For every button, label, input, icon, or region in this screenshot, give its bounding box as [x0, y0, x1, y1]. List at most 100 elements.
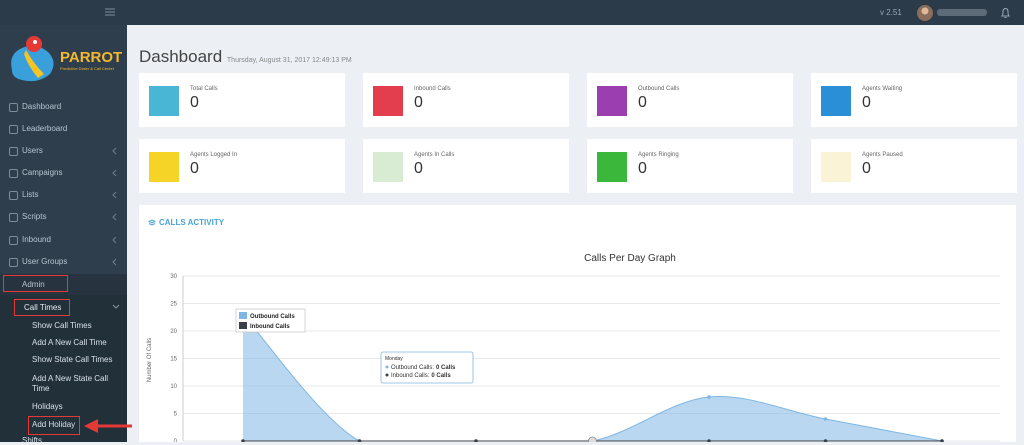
menu-icon: [9, 213, 18, 222]
menu-item[interactable]: Dashboard: [22, 102, 62, 111]
tooltip-label: Inbound Calls:: [391, 373, 430, 379]
card-value: 0: [638, 94, 647, 111]
data-point: [707, 395, 711, 399]
card-icon: [597, 152, 627, 182]
page-subtitle: Thursday, August 31, 2017 12:49:13 PM: [226, 57, 352, 64]
tooltip-dot: [385, 373, 389, 377]
data-point: [357, 439, 362, 442]
card-value: 0: [638, 160, 647, 177]
chevron: [112, 236, 117, 244]
menu-item[interactable]: Scripts: [22, 212, 47, 221]
notifications[interactable]: [1000, 7, 1011, 19]
submenu-item[interactable]: Add A New Call Time: [32, 338, 107, 347]
avatar[interactable]: [916, 4, 934, 22]
stat-card: Inbound Calls 0: [363, 73, 569, 127]
username-blurred: [937, 9, 987, 16]
menu-item[interactable]: Lists: [22, 190, 39, 199]
chevron: [112, 191, 117, 199]
submenu: [0, 295, 127, 442]
card-value: 0: [190, 160, 199, 177]
data-point: [823, 439, 828, 442]
data-point: [474, 439, 478, 442]
menu-item[interactable]: Campaigns: [22, 168, 63, 177]
stat-card: Agents Logged In 0: [139, 139, 345, 193]
menu-item[interactable]: User Groups: [22, 257, 68, 266]
card-label: Outbound Calls: [638, 86, 680, 92]
submenu-item[interactable]: Holidays: [32, 402, 63, 411]
submenu-item[interactable]: Show Call Times: [32, 321, 92, 330]
card-label: Agents Waiting: [862, 86, 903, 92]
tooltip-title: Monday: [385, 356, 403, 362]
legend-box: [235, 308, 306, 333]
menu-item[interactable]: Leaderboard: [22, 124, 68, 133]
chevron: [112, 147, 117, 155]
menu-item[interactable]: Inbound: [22, 235, 51, 244]
stat-card: Total Calls 0: [139, 73, 345, 127]
chevron: [112, 304, 120, 309]
submenu-item[interactable]: Add Holiday: [32, 420, 76, 429]
menu-item[interactable]: Shifts: [22, 436, 43, 445]
y-tick-label: 20: [170, 329, 177, 335]
menu-icon: [9, 169, 18, 178]
menu-item[interactable]: Users: [22, 146, 43, 155]
card-icon: [149, 152, 179, 182]
y-tick-label: 0: [174, 439, 178, 442]
y-tick-label: 30: [170, 274, 177, 280]
chart: Calls Per Day Graph Number Of Calls 0 5 10 15…: [147, 253, 1000, 442]
page-title: Dashboard Thursday, August 31, 2017 12:4…: [139, 47, 352, 67]
card-value: 0: [414, 94, 423, 111]
menu-icon: [9, 236, 18, 245]
legend-label: Outbound Calls: [250, 314, 295, 320]
chevron: [112, 258, 117, 266]
chevron: [112, 213, 117, 221]
card-value: 0: [862, 94, 871, 111]
y-axis-label: Number Of Calls: [147, 338, 153, 382]
stat-card: Agents Ringing 0: [587, 139, 793, 193]
panel-icon: [148, 219, 156, 226]
stat-card: Outbound Calls 0: [587, 73, 793, 127]
tooltip-dot: [385, 365, 389, 369]
menu-item[interactable]: Call Times: [24, 303, 62, 312]
page-title-text: Dashboard: [139, 47, 223, 66]
legend-swatch: [239, 312, 247, 319]
data-point: [707, 439, 711, 442]
menu-item[interactable]: Admin: [22, 280, 45, 289]
data-point: [823, 417, 828, 421]
menu-icon: [9, 191, 18, 200]
chevron: [112, 169, 117, 177]
logo-icon: [11, 36, 54, 82]
legend-swatch: [239, 322, 247, 329]
menu-icon: [9, 125, 18, 134]
legend-label: Inbound Calls: [250, 324, 290, 330]
submenu-item[interactable]: Add A New State Call Time: [32, 374, 109, 393]
arrow: [84, 419, 132, 433]
card-value: 0: [414, 160, 423, 177]
top-bar: v 2.51: [0, 0, 1024, 25]
card-icon: [821, 86, 851, 116]
card-icon: [373, 86, 403, 116]
version: v 2.51: [880, 8, 902, 17]
card-value: 0: [862, 160, 871, 177]
area-fill: [243, 314, 942, 441]
tooltip: Monday Outbound Calls: 0 Calls Inbound Call…: [380, 351, 474, 384]
tooltip-value: 0 Calls: [431, 373, 451, 379]
card-label: Agents Paused: [862, 152, 903, 158]
card-label: Agents Logged In: [190, 152, 238, 158]
tooltip-line: Outbound Calls: 0 Calls: [391, 365, 456, 371]
menu-toggle[interactable]: [104, 7, 116, 17]
hover-marker: [588, 436, 597, 442]
card-icon: [821, 152, 851, 182]
chart-title: Calls Per Day Graph: [584, 253, 676, 264]
stat-card: Agents In Calls 0: [363, 139, 569, 193]
y-tick-label: 10: [170, 384, 177, 390]
stat-card: Agents Waiting 0: [811, 73, 1017, 127]
card-label: Agents In Calls: [414, 152, 455, 158]
data-point: [940, 439, 944, 442]
y-tick-label: 5: [174, 412, 178, 418]
logo-tagline: Predictive Dialer & Call Center: [60, 66, 115, 71]
tooltip-value: 0 Calls: [436, 365, 456, 371]
card-label: Inbound Calls: [414, 86, 451, 92]
submenu-item[interactable]: Show State Call Times: [32, 355, 113, 364]
y-tick-label: 15: [170, 357, 177, 363]
